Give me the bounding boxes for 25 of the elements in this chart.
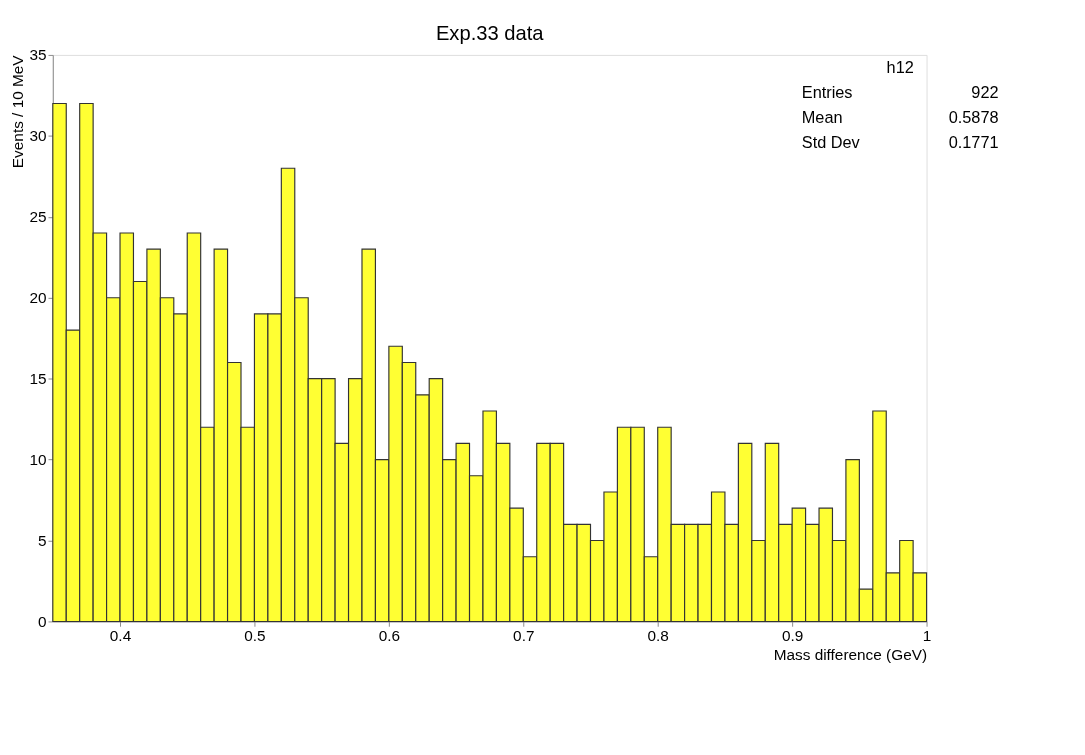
text: 0.5878 xyxy=(948,108,999,127)
text: 0.1771 xyxy=(948,133,999,152)
annotation: Mean xyxy=(801,108,843,127)
annotation: Std Dev xyxy=(801,133,861,152)
x-tick-label: 0.8 xyxy=(647,627,669,645)
y-tick-label: 10 xyxy=(29,450,47,468)
x-tick-label: 0.5 xyxy=(244,627,266,645)
y-tick-label: 15 xyxy=(29,369,47,387)
y-tick-label: 0 xyxy=(38,612,47,630)
annotation: h12 xyxy=(886,58,914,77)
y-tick-label: 5 xyxy=(38,531,47,549)
y-axis-title: Events / 10 MeV xyxy=(8,54,26,169)
x-tick-label: 0.7 xyxy=(513,627,535,645)
y-tick-label: 20 xyxy=(29,289,47,307)
x-tick-label: 0.9 xyxy=(781,627,804,645)
text: 922 xyxy=(971,83,999,102)
x-tick-label: 1 xyxy=(922,627,932,645)
y-tick-label: 30 xyxy=(29,127,47,145)
annotation: Entries xyxy=(801,83,853,102)
chart-title: Exp.33 data xyxy=(435,21,545,44)
y-tick-label: 25 xyxy=(29,208,47,226)
x-axis-title: Mass difference (GeV) xyxy=(773,646,928,664)
x-tick-label: 0.4 xyxy=(109,627,132,645)
x-tick-label: 0.6 xyxy=(378,627,401,645)
y-tick-label: 35 xyxy=(29,46,47,64)
